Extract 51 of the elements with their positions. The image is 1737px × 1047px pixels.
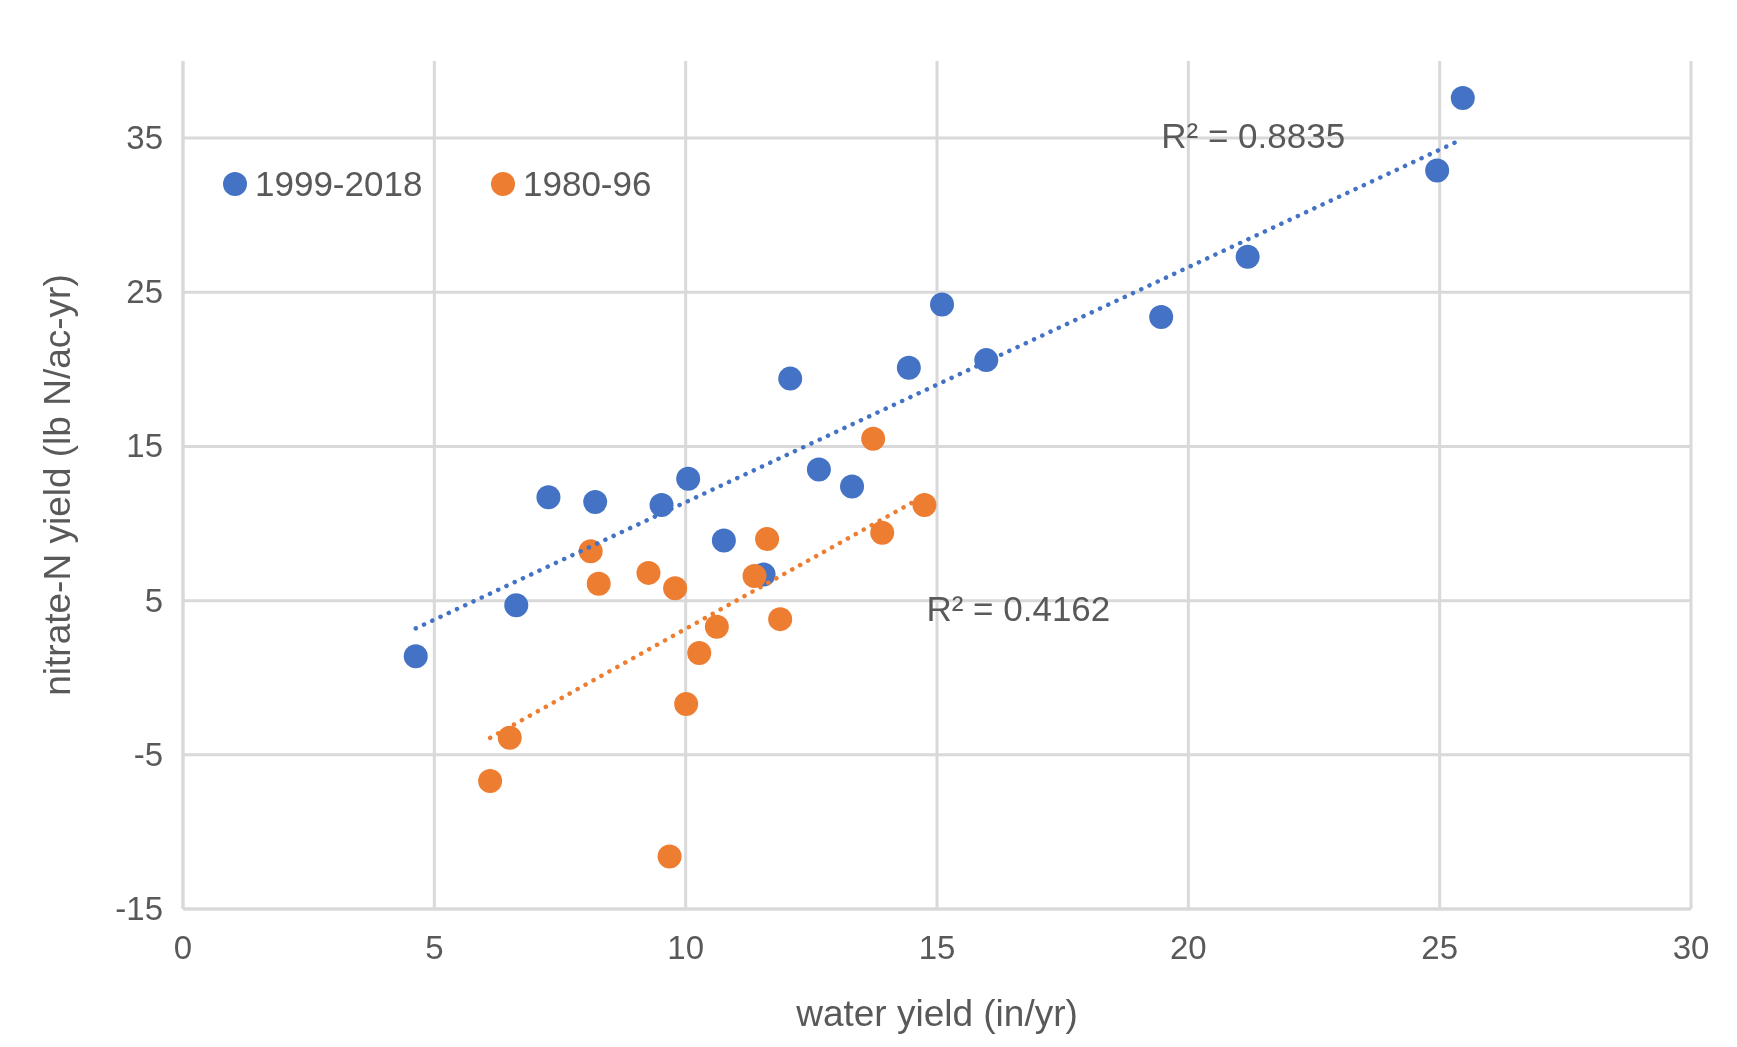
point: [1149, 304, 1174, 329]
point: [504, 593, 529, 618]
point: [861, 426, 886, 451]
point: [674, 691, 699, 716]
point: [930, 292, 955, 317]
point: [742, 563, 767, 588]
point: [1235, 244, 1260, 269]
point: [687, 641, 712, 666]
point: [1425, 158, 1450, 183]
point: [536, 485, 561, 510]
y-tick-label: -15: [115, 890, 163, 927]
point: [806, 457, 831, 482]
point: [403, 644, 428, 669]
legend-label: 1980-96: [523, 164, 652, 203]
point: [1450, 86, 1475, 110]
y-tick-label: 25: [126, 273, 163, 311]
point: [896, 355, 921, 380]
point: [636, 560, 661, 585]
annotation: R² = 0.4162: [926, 588, 1111, 628]
y-tick-label: -5: [133, 735, 163, 773]
x-tick-label: 15: [918, 929, 956, 966]
point: [840, 474, 865, 499]
x-tick-label: 25: [1421, 929, 1459, 966]
point: [778, 366, 803, 391]
x-tick-label: 10: [667, 929, 705, 966]
point: [711, 528, 736, 553]
point: [704, 614, 729, 639]
point: [974, 348, 999, 373]
x-tick-label: 5: [425, 929, 444, 966]
point: [583, 489, 608, 514]
annotation: R² = 0.8835: [1161, 115, 1346, 155]
x-tick-label: 20: [1169, 929, 1207, 966]
point: [586, 571, 611, 596]
point: [768, 607, 793, 632]
point: [657, 844, 682, 869]
point: [676, 466, 701, 491]
y-axis-title: nitrate-N yield (lb N/ac-yr): [37, 274, 78, 696]
y-tick-label: 5: [144, 581, 163, 619]
x-tick-label: 0: [173, 929, 193, 966]
y-tick-label: 35: [126, 119, 163, 157]
point: [663, 576, 688, 601]
point: [870, 520, 895, 545]
point: [912, 493, 937, 518]
x-tick-label: 30: [1672, 929, 1710, 966]
point: [755, 526, 780, 551]
legend-label: 1999-2018: [255, 164, 423, 203]
point: [478, 769, 503, 794]
x-axis-title: water yield (in/yr): [795, 993, 1078, 1034]
point: [497, 725, 522, 750]
y-tick-label: 15: [126, 427, 163, 465]
point: [649, 493, 674, 518]
